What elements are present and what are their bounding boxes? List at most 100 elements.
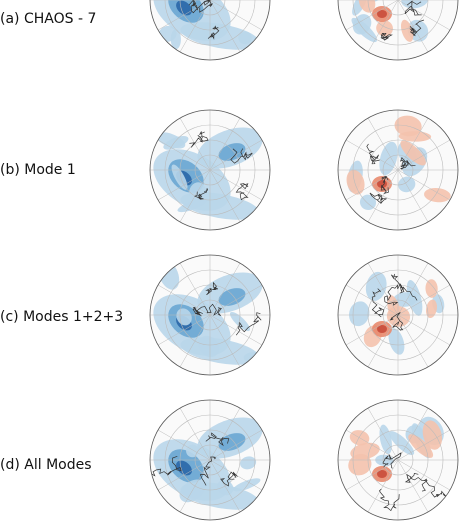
coastline-path	[391, 273, 418, 301]
meridian-line	[209, 169, 263, 201]
field-blob	[425, 279, 438, 298]
coastline-path	[192, 306, 203, 317]
coastline-path	[207, 25, 220, 40]
field-blob	[358, 0, 376, 13]
field-blob	[198, 335, 220, 358]
coastline-path	[380, 175, 389, 194]
field-blob	[377, 10, 387, 18]
field-blob	[424, 187, 451, 203]
coastline-path	[235, 183, 249, 201]
coastline-path	[235, 312, 262, 336]
field-blob	[180, 22, 260, 50]
meridian-line	[397, 314, 451, 346]
meridian-line	[345, 169, 399, 201]
meridian-line	[179, 314, 211, 368]
field-blob	[406, 280, 423, 316]
coastline-path	[380, 32, 393, 41]
meridian-line	[397, 169, 429, 223]
meridian-line	[367, 407, 399, 461]
coastline-path	[366, 143, 380, 165]
meridian-line	[367, 117, 399, 171]
coastline-path	[404, 0, 422, 16]
meridian-line	[397, 284, 451, 316]
coastline	[192, 281, 262, 336]
map-border	[337, 109, 459, 231]
field-blob	[240, 456, 257, 470]
meridian-line	[345, 139, 399, 171]
map-panel-a-left	[148, 0, 272, 62]
map-border	[149, 0, 271, 61]
field-blob	[243, 352, 264, 363]
coastline-path	[371, 288, 385, 318]
meridian-line	[345, 0, 399, 31]
coastline-path	[384, 283, 405, 306]
coastline-path	[369, 192, 387, 204]
map-panel-d-left	[148, 398, 272, 522]
meridian-line	[209, 139, 263, 171]
field-blob	[229, 311, 251, 332]
field-blob	[218, 143, 246, 161]
row-label-c: (c) Modes 1+2+3	[0, 309, 124, 325]
field-blob	[377, 325, 387, 333]
field-blob	[388, 328, 405, 355]
field-blob	[218, 288, 246, 306]
coastline-path	[188, 0, 213, 14]
coastline-path	[196, 303, 222, 316]
row-label-b: (b) Mode 1	[0, 162, 76, 178]
field-blob	[425, 299, 437, 318]
meridian-line	[345, 284, 399, 316]
meridian-line	[209, 314, 263, 346]
field-blob	[346, 169, 365, 195]
meridian-line	[367, 169, 399, 223]
meridian-line	[397, 429, 451, 461]
field-blob	[349, 301, 370, 327]
meridian-line	[345, 314, 399, 346]
map-border	[337, 254, 459, 376]
field-blob	[400, 140, 426, 166]
meridian-line	[397, 0, 429, 53]
field-blob	[218, 433, 246, 451]
coastline-path	[205, 281, 219, 296]
meridian-line	[367, 262, 399, 316]
coastline-path	[389, 312, 404, 331]
map-panel-c-left	[148, 253, 272, 377]
coastline	[366, 143, 416, 204]
coastline	[380, 0, 425, 41]
field-blob	[422, 420, 443, 450]
meridian-line	[157, 139, 211, 171]
field-blob	[350, 442, 380, 460]
meridian-line	[397, 0, 451, 31]
coastline-path	[205, 432, 230, 447]
coastline	[188, 0, 220, 40]
coastline	[371, 273, 418, 331]
meridian-line	[157, 429, 211, 461]
meridian-line	[397, 314, 429, 368]
field-blob	[400, 19, 414, 42]
coastline-path	[382, 452, 402, 469]
map-panel-a-right	[336, 0, 460, 62]
map-panel-b-left	[148, 108, 272, 232]
map-border	[149, 109, 271, 231]
meridian-line	[397, 169, 451, 201]
coastline-path	[194, 188, 209, 200]
meridian-line	[209, 407, 241, 461]
meridian-line	[209, 314, 241, 368]
map-border	[337, 0, 459, 61]
meridian-line	[209, 169, 241, 223]
meridian-line	[367, 314, 399, 368]
coastline-path	[399, 157, 416, 170]
coastline-path	[230, 148, 253, 164]
meridian-line	[367, 0, 399, 53]
field-blob	[163, 136, 189, 150]
coastline-path	[189, 130, 209, 148]
meridian-line	[209, 117, 241, 171]
meridian-line	[397, 262, 429, 316]
meridian-line	[209, 429, 263, 461]
coastline-path	[409, 19, 425, 37]
coastline	[189, 130, 253, 201]
field-blob	[359, 194, 377, 211]
map-panel-c-right	[336, 253, 460, 377]
map-panel-d-right	[336, 398, 460, 522]
field-blob	[238, 31, 252, 45]
meridian-line	[157, 314, 211, 346]
